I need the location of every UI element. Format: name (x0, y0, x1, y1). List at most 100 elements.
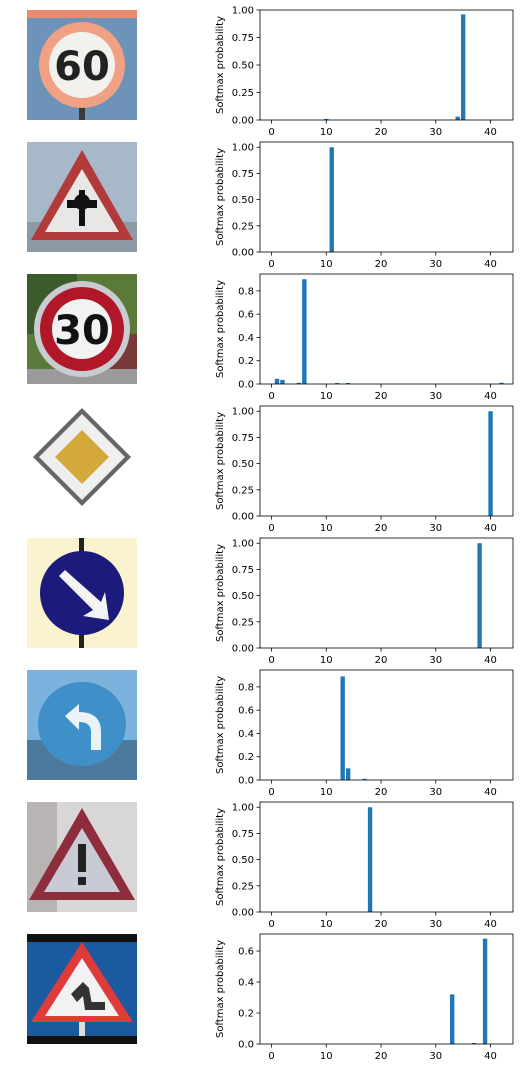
y-tick-label: 0.2 (238, 752, 254, 763)
x-tick-label: 20 (375, 259, 388, 270)
x-tick-label: 30 (429, 787, 442, 798)
chart-row: 0 10 20 30 40 0.00 0.25 0.50 0.75 1.00 Softmax pro… (0, 132, 523, 270)
bar (460, 14, 466, 120)
right-of-way-at-next-intersection-sign-icon (27, 142, 137, 252)
plot-frame (259, 933, 514, 1045)
x-tick-label: 30 (429, 1051, 442, 1062)
x-tick-label: 0 (268, 523, 274, 534)
y-tick-label: 0.2 (238, 356, 254, 367)
y-tick-label: 0.75 (232, 169, 254, 180)
y-tick-label: 0.75 (232, 829, 254, 840)
bar (324, 118, 329, 120)
y-axis-label: Softmax probability (215, 676, 226, 774)
y-tick-label: 1.00 (232, 143, 254, 154)
y-axis-label: Softmax probability (215, 940, 226, 1038)
chart-svg: 0 10 20 30 40 0.0 0.2 0.4 0.6 Softmax probability (215, 933, 514, 1062)
y-axis-label: Softmax probability (215, 412, 226, 510)
x-tick-label: 20 (375, 391, 388, 402)
bar (471, 1043, 477, 1044)
bar (450, 994, 455, 1044)
chart-svg: 0 10 20 30 40 0.00 0.25 0.50 0.75 1.00 Softmax pro… (215, 801, 514, 930)
x-tick-label: 0 (268, 391, 274, 402)
y-tick-label: 0.25 (232, 88, 254, 99)
priority-road-sign-icon (27, 406, 137, 516)
plot-frame (259, 537, 514, 649)
y-tick-label: 0.4 (238, 729, 254, 740)
chart-svg: 0 10 20 30 40 0.00 0.25 0.50 0.75 1.00 Softmax pro… (215, 537, 514, 666)
y-tick-label: 0.6 (238, 706, 254, 717)
bar (482, 938, 488, 1044)
y-tick-label: 0.50 (232, 195, 254, 206)
chart-svg: 0 10 20 30 40 0.00 0.25 0.50 0.75 1.00 Softmax pro… (215, 6, 514, 138)
bar (340, 676, 345, 780)
x-tick-label: 10 (320, 919, 333, 930)
y-axis-label: Softmax probability (215, 808, 226, 906)
x-tick-label: 40 (484, 259, 497, 270)
turn-left-ahead-sign-icon (27, 670, 137, 780)
y-tick-label: 0.50 (232, 459, 254, 470)
x-tick-label: 40 (484, 1051, 497, 1062)
chart-svg: 0 10 20 30 40 0.0 0.2 0.4 0.6 0.8 Softmax probabil… (215, 273, 514, 402)
x-tick-label: 10 (320, 655, 333, 666)
y-tick-label: 1.00 (232, 539, 254, 550)
bar (367, 807, 373, 912)
x-tick-label: 0 (268, 655, 274, 666)
y-tick-label: 0.6 (238, 310, 254, 321)
bar (274, 378, 280, 384)
y-axis-label: Softmax probability (215, 544, 226, 642)
y-tick-label: 0.00 (232, 116, 254, 127)
chart-row: 60 0 10 20 30 40 0.00 0.25 0.50 0.75 1.00 Softmax p… (0, 0, 523, 138)
softmax-bar-chart: 0 10 20 30 40 0.0 0.2 0.4 0.6 0.8 Softmax probabil… (200, 660, 523, 798)
x-tick-label: 0 (268, 919, 274, 930)
bar (329, 147, 334, 252)
x-tick-label: 0 (268, 787, 274, 798)
y-axis-label: Softmax probability (215, 280, 226, 378)
chart-svg: 0 10 20 30 40 0.00 0.25 0.50 0.75 1.00 Softmax pro… (215, 405, 514, 534)
y-tick-label: 0.00 (232, 512, 254, 523)
y-tick-label: 0.25 (232, 221, 254, 232)
bar (499, 382, 504, 384)
x-tick-label: 20 (375, 919, 388, 930)
y-tick-label: 0.00 (232, 248, 254, 259)
y-tick-label: 0.25 (232, 881, 254, 892)
x-tick-label: 30 (429, 391, 442, 402)
chart-svg: 0 10 20 30 40 0.00 0.25 0.50 0.75 1.00 Softmax pro… (215, 141, 514, 270)
svg-text:30: 30 (54, 308, 110, 354)
y-axis-label: Softmax probability (215, 148, 226, 246)
chart-row: 0 10 20 30 40 0.00 0.25 0.50 0.75 1.00 Softmax pro… (0, 396, 523, 534)
softmax-bar-chart: 0 10 20 30 40 0.00 0.25 0.50 0.75 1.00 Softmax pro… (200, 528, 523, 666)
road-work-sign-icon (27, 934, 137, 1044)
y-tick-label: 0.0 (238, 1040, 254, 1051)
softmax-bar-chart: 0 10 20 30 40 0.0 0.2 0.4 0.6 0.8 Softmax probabil… (200, 264, 523, 402)
plot-frame (259, 669, 514, 781)
y-tick-label: 0.50 (232, 591, 254, 602)
y-tick-label: 0.8 (238, 682, 254, 693)
y-tick-label: 0.4 (238, 333, 254, 344)
x-tick-label: 40 (484, 655, 497, 666)
y-tick-label: 0.25 (232, 485, 254, 496)
y-tick-label: 0.25 (232, 617, 254, 628)
speed-limit-30-sign-icon: 30 (27, 274, 137, 384)
x-tick-label: 20 (375, 523, 388, 534)
softmax-bar-chart: 0 10 20 30 40 0.00 0.25 0.50 0.75 1.00 Softmax pro… (200, 132, 523, 270)
chart-row: 0 10 20 30 40 0.0 0.2 0.4 0.6 0.8 Softmax probabil… (0, 660, 523, 798)
y-tick-label: 0.00 (232, 908, 254, 919)
y-tick-label: 0.00 (232, 644, 254, 655)
chart-row: 0 10 20 30 40 0.00 0.25 0.50 0.75 1.00 Softmax pro… (0, 792, 523, 930)
x-tick-label: 0 (268, 259, 274, 270)
x-tick-label: 20 (375, 787, 388, 798)
x-tick-label: 0 (268, 1051, 274, 1062)
x-tick-label: 40 (484, 127, 497, 138)
y-tick-label: 0.8 (238, 286, 254, 297)
x-tick-label: 20 (375, 1051, 388, 1062)
bar (477, 543, 482, 648)
y-tick-label: 0.4 (238, 978, 254, 989)
x-tick-label: 10 (320, 391, 333, 402)
x-tick-label: 40 (484, 391, 497, 402)
bar (345, 768, 351, 780)
x-tick-label: 30 (429, 523, 442, 534)
bar (362, 778, 367, 780)
y-tick-label: 0.0 (238, 380, 254, 391)
chart-row: 0 10 20 30 40 0.00 0.25 0.50 0.75 1.00 Softmax pro… (0, 528, 523, 666)
plot-frame (259, 141, 514, 253)
